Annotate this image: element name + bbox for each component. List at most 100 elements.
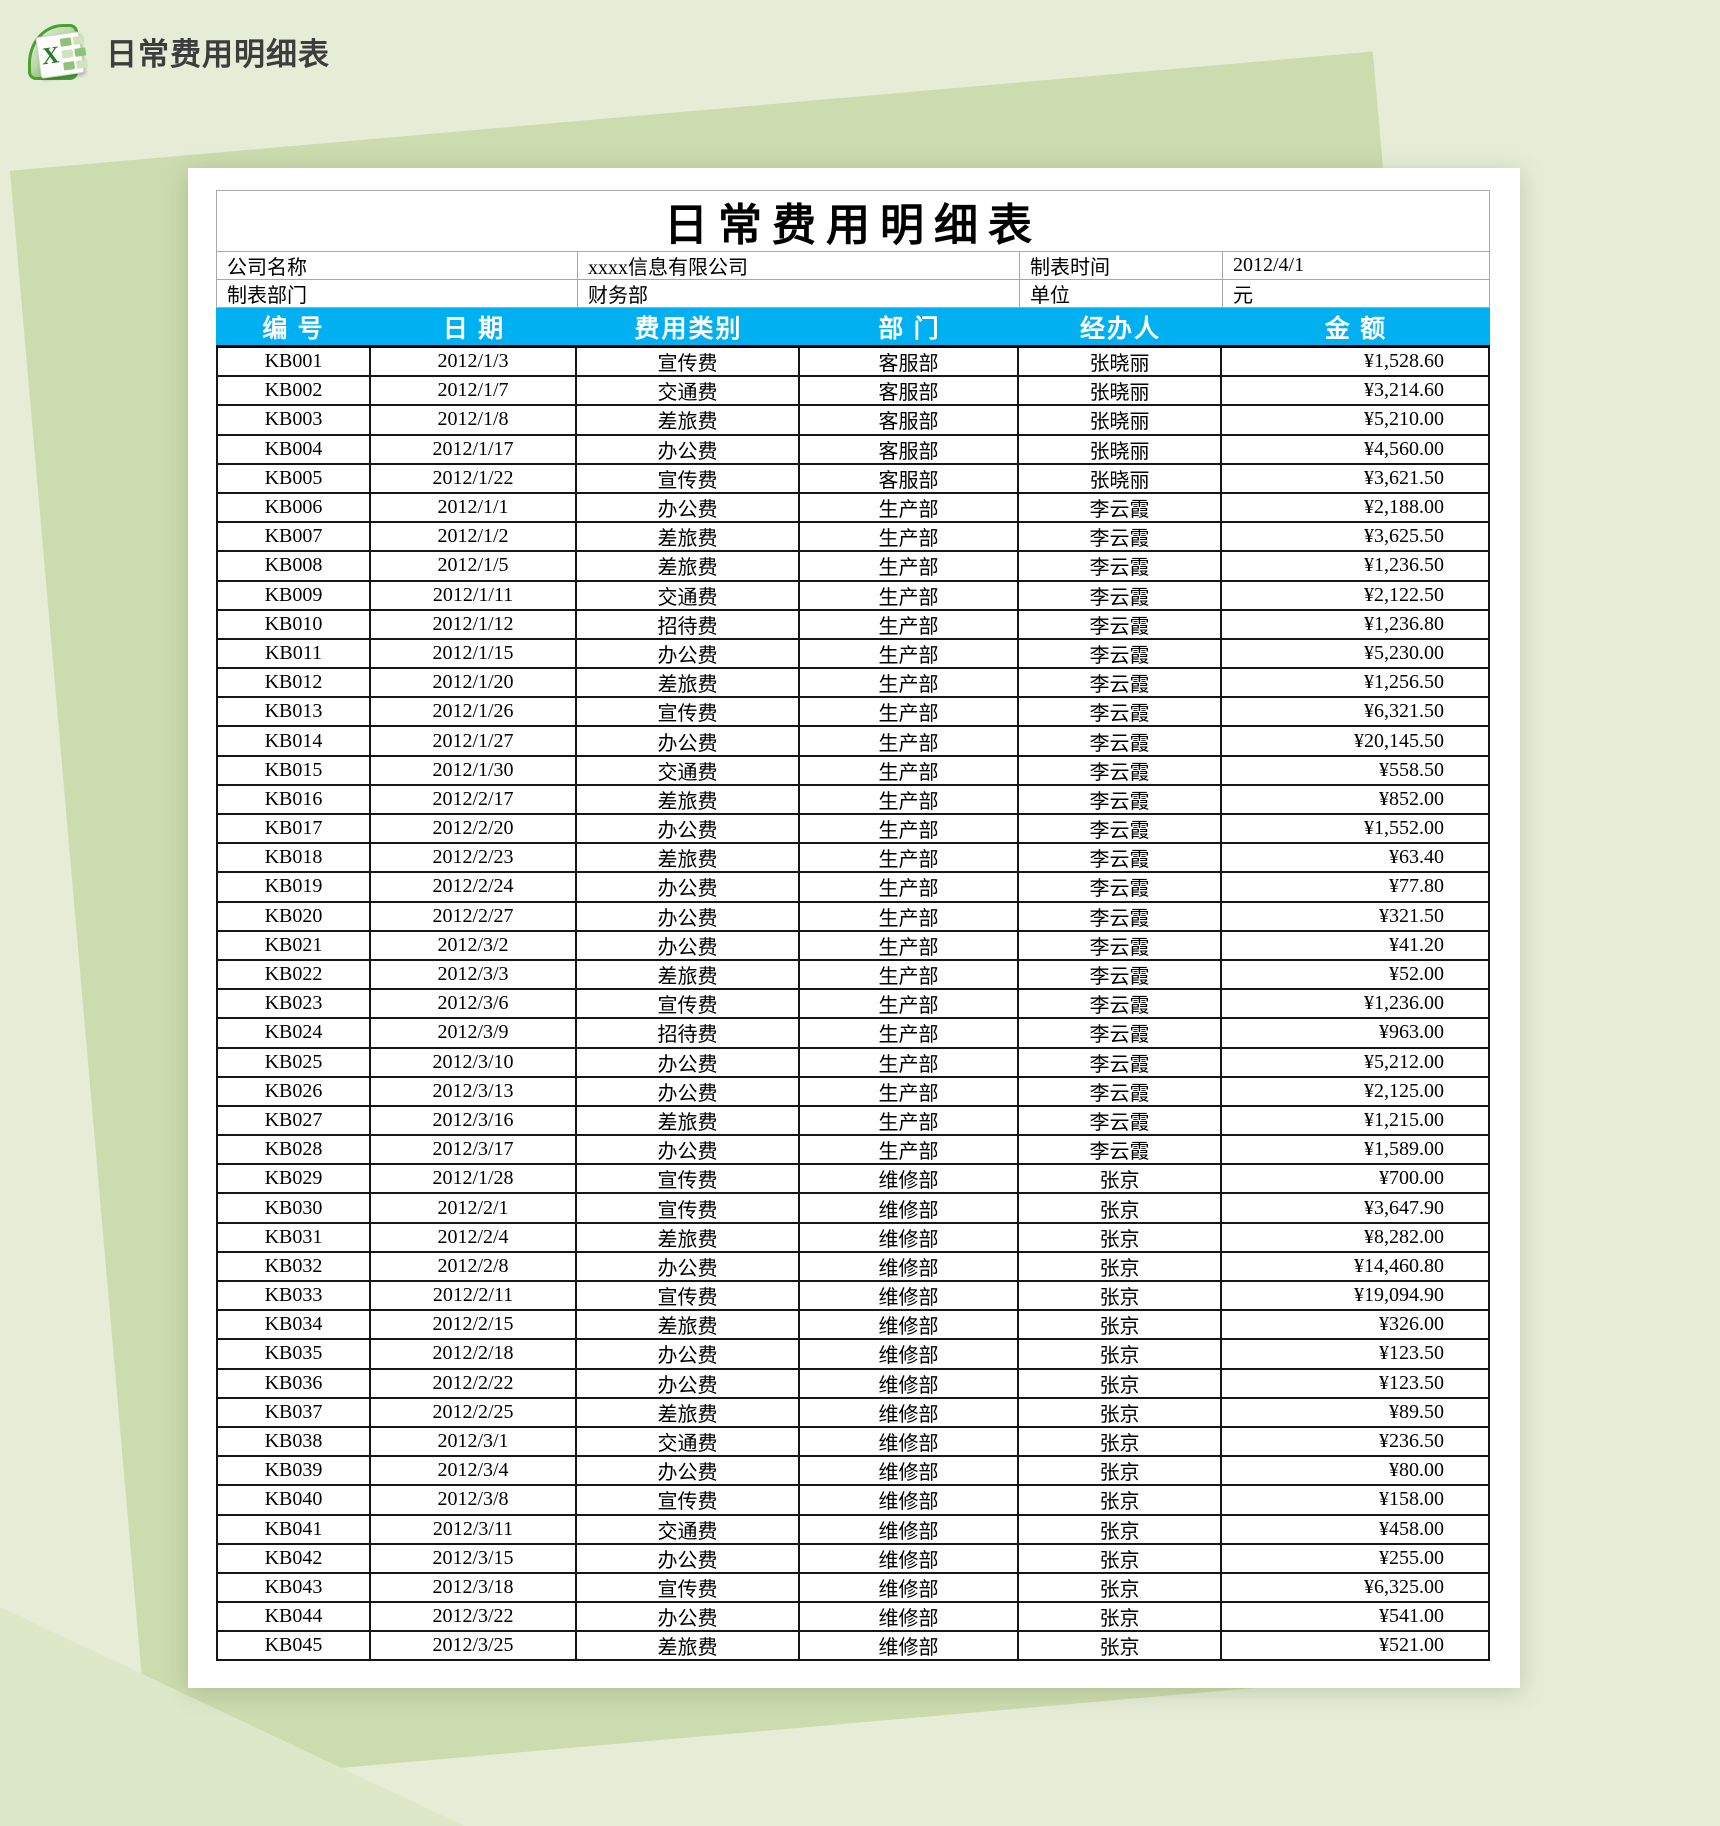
row-cell-amount: ¥521.00 [1222,1632,1490,1662]
row-cell-department: 客服部 [800,348,1019,378]
spreadsheet-sheet: 日常费用明细表 公司名称 xxxx信息有限公司 制表时间 2012/4/1 制表… [188,168,1520,1688]
row-cell-amount: ¥458.00 [1222,1515,1490,1545]
row-cell-id: KB016 [216,785,371,815]
row-cell-category: 办公费 [577,815,800,845]
row-cell-amount: ¥321.50 [1222,902,1490,932]
row-cell-id: KB032 [216,1252,371,1282]
row-cell-department: 生产部 [800,523,1019,553]
row-cell-id: KB005 [216,464,371,494]
row-cell-amount: ¥852.00 [1222,785,1490,815]
row-cell-handler: 张晓丽 [1019,377,1222,407]
row-cell-date: 2012/3/13 [371,1077,577,1107]
row-cell-amount: ¥1,528.60 [1222,348,1490,378]
row-cell-id: KB007 [216,523,371,553]
column-header-date: 日 期 [371,308,577,348]
row-cell-handler: 张晓丽 [1019,348,1222,378]
row-cell-category: 办公费 [577,1457,800,1487]
row-cell-department: 生产部 [800,960,1019,991]
row-cell-category: 交通费 [577,1515,800,1545]
row-cell-date: 2012/3/8 [371,1486,577,1516]
row-cell-department: 生产部 [800,493,1019,524]
column-header-category: 费用类别 [577,308,800,348]
row-cell-handler: 张京 [1019,1573,1222,1604]
row-cell-id: KB034 [216,1311,371,1341]
row-cell-date: 2012/2/18 [371,1340,577,1370]
row-cell-handler: 李云霞 [1019,756,1222,786]
row-cell-date: 2012/2/17 [371,785,577,815]
row-cell-category: 宣传费 [577,348,800,378]
row-cell-department: 生产部 [800,873,1019,903]
row-cell-department: 生产部 [800,844,1019,874]
row-cell-department: 生产部 [800,610,1019,640]
row-cell-handler: 李云霞 [1019,581,1222,611]
row-cell-id: KB015 [216,756,371,786]
row-cell-category: 差旅费 [577,960,800,991]
row-cell-id: KB037 [216,1398,371,1428]
row-cell-id: KB010 [216,610,371,640]
row-cell-id: KB006 [216,493,371,524]
row-cell-handler: 张京 [1019,1544,1222,1574]
row-cell-id: KB025 [216,1048,371,1078]
row-cell-department: 生产部 [800,1077,1019,1107]
row-cell-id: KB042 [216,1544,371,1574]
row-cell-category: 办公费 [577,931,800,961]
row-cell-id: KB014 [216,727,371,757]
row-cell-amount: ¥158.00 [1222,1486,1490,1516]
row-cell-amount: ¥1,236.50 [1222,552,1490,582]
row-cell-amount: ¥1,589.00 [1222,1136,1490,1166]
row-cell-amount: ¥1,215.00 [1222,1106,1490,1137]
row-cell-amount: ¥123.50 [1222,1369,1490,1399]
row-cell-date: 2012/1/27 [371,727,577,757]
row-cell-category: 办公费 [577,1340,800,1370]
row-cell-department: 生产部 [800,1136,1019,1166]
row-cell-amount: ¥19,094.90 [1222,1282,1490,1312]
row-cell-amount: ¥236.50 [1222,1427,1490,1458]
page-title: 日常费用明细表 [106,36,330,72]
row-cell-date: 2012/2/27 [371,902,577,932]
row-cell-date: 2012/2/25 [371,1398,577,1428]
row-cell-category: 办公费 [577,902,800,932]
row-cell-amount: ¥2,122.50 [1222,581,1490,611]
row-cell-department: 维修部 [800,1165,1019,1195]
excel-icon-card: X [35,31,88,79]
row-cell-id: KB020 [216,902,371,932]
row-cell-id: KB011 [216,639,371,670]
row-cell-id: KB008 [216,552,371,582]
row-cell-id: KB017 [216,815,371,845]
row-cell-category: 办公费 [577,1048,800,1078]
row-cell-handler: 李云霞 [1019,1106,1222,1137]
row-cell-category: 办公费 [577,873,800,903]
row-cell-handler: 李云霞 [1019,1077,1222,1107]
column-header-handler: 经办人 [1019,308,1222,348]
row-cell-date: 2012/3/10 [371,1048,577,1078]
row-cell-amount: ¥20,145.50 [1222,727,1490,757]
row-cell-date: 2012/2/20 [371,815,577,845]
row-cell-id: KB041 [216,1515,371,1545]
row-cell-id: KB021 [216,931,371,961]
row-cell-date: 2012/1/8 [371,406,577,436]
row-cell-handler: 李云霞 [1019,931,1222,961]
row-cell-amount: ¥5,210.00 [1222,406,1490,436]
row-cell-category: 宣传费 [577,1194,800,1224]
row-cell-category: 差旅费 [577,406,800,436]
row-cell-id: KB024 [216,1019,371,1049]
row-cell-handler: 张京 [1019,1194,1222,1224]
row-cell-department: 生产部 [800,1048,1019,1078]
row-cell-id: KB031 [216,1223,371,1253]
row-cell-date: 2012/1/3 [371,348,577,378]
row-cell-date: 2012/2/8 [371,1252,577,1282]
row-cell-category: 办公费 [577,493,800,524]
row-cell-amount: ¥963.00 [1222,1019,1490,1049]
dept-value: 财务部 [577,280,1019,308]
row-cell-id: KB028 [216,1136,371,1166]
row-cell-amount: ¥255.00 [1222,1544,1490,1574]
row-cell-date: 2012/1/15 [371,639,577,670]
row-cell-category: 宣传费 [577,464,800,494]
unit-value: 元 [1222,280,1490,308]
row-cell-date: 2012/3/22 [371,1603,577,1633]
row-cell-category: 招待费 [577,610,800,640]
dept-label: 制表部门 [216,280,577,308]
row-cell-handler: 张京 [1019,1223,1222,1253]
row-cell-category: 差旅费 [577,669,800,699]
row-cell-id: KB030 [216,1194,371,1224]
